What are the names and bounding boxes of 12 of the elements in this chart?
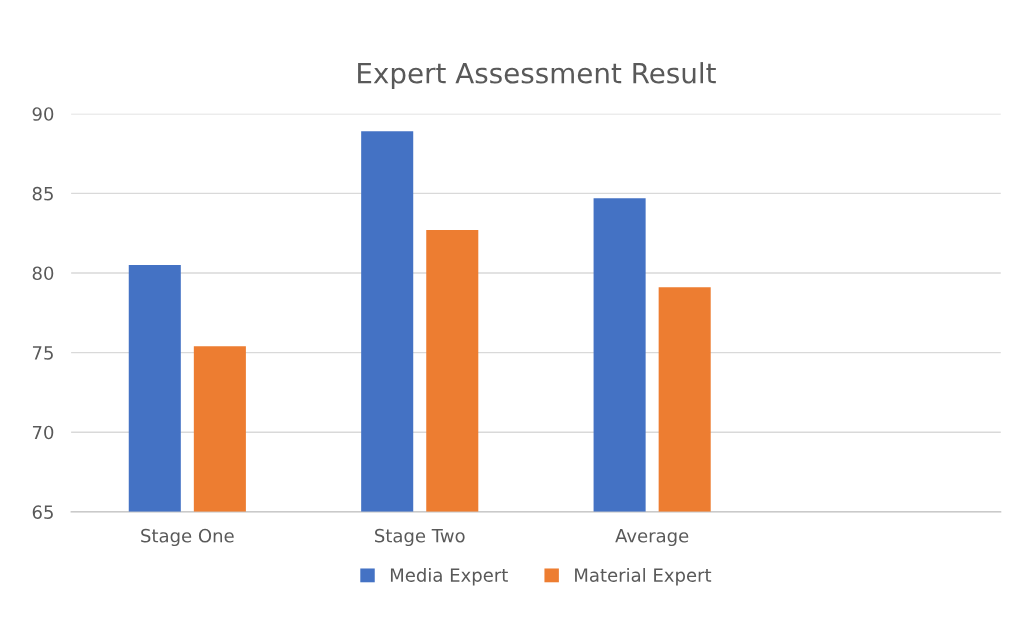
x-tick-label: Stage Two (375, 528, 465, 547)
legend-label: Material Expert (575, 567, 712, 586)
y-tick-label: 65 (32, 505, 53, 519)
x-tick-label: Stage One (141, 528, 234, 547)
y-tick-label: 90 (32, 107, 54, 121)
y-tick-label: 70 (32, 425, 54, 440)
y-tick-label: 75 (32, 346, 53, 360)
legend-label: Media Expert (390, 567, 508, 586)
y-tick-label: 80 (32, 266, 54, 281)
chart-title: Expert Assessment Result (358, 62, 716, 89)
x-tick-label: Average (615, 529, 689, 547)
y-tick-label: 85 (32, 186, 53, 201)
